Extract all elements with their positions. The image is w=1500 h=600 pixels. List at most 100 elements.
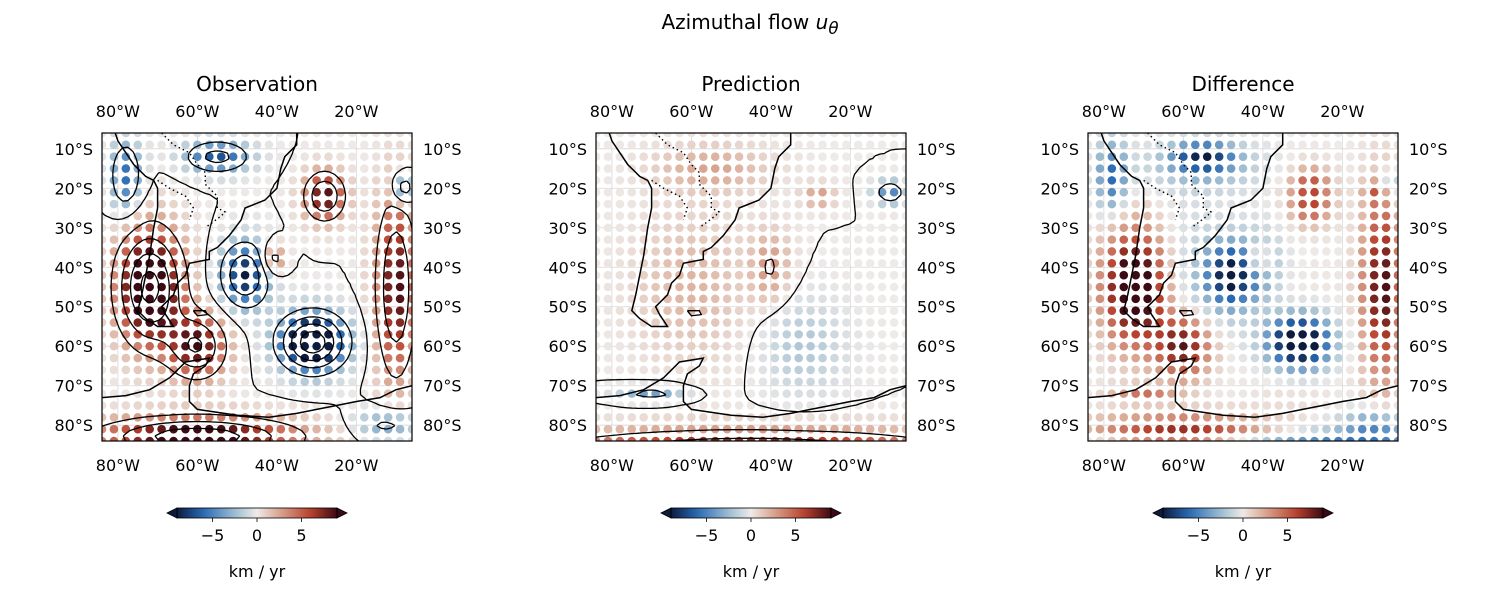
data-point bbox=[102, 294, 107, 304]
data-point bbox=[157, 164, 166, 173]
data-point bbox=[252, 140, 262, 150]
data-point bbox=[228, 223, 238, 233]
data-point bbox=[794, 152, 803, 161]
data-point bbox=[1369, 318, 1379, 327]
data-point bbox=[216, 259, 226, 268]
data-point bbox=[663, 164, 672, 173]
data-point bbox=[734, 377, 744, 387]
data-point bbox=[264, 176, 274, 185]
data-point bbox=[1119, 176, 1129, 185]
data-point bbox=[1357, 389, 1367, 398]
data-point bbox=[1088, 259, 1093, 268]
y-tick-label-right: 10°S bbox=[423, 140, 462, 159]
data-point bbox=[240, 294, 250, 304]
data-point bbox=[407, 389, 412, 398]
data-point bbox=[1393, 133, 1398, 138]
data-point bbox=[710, 164, 720, 173]
data-point bbox=[1167, 341, 1176, 351]
data-point bbox=[133, 377, 143, 387]
data-point bbox=[806, 318, 815, 327]
data-point bbox=[1238, 259, 1248, 268]
data-point bbox=[1095, 247, 1105, 256]
data-point bbox=[252, 176, 262, 185]
data-point bbox=[383, 294, 393, 304]
data-point bbox=[133, 282, 143, 292]
data-point bbox=[710, 259, 720, 268]
data-point bbox=[133, 270, 143, 280]
data-point bbox=[1286, 306, 1295, 315]
data-point bbox=[1346, 365, 1355, 375]
data-point bbox=[1322, 247, 1331, 256]
data-point bbox=[1262, 294, 1272, 304]
data-point bbox=[806, 211, 815, 221]
data-point bbox=[722, 294, 732, 304]
data-point bbox=[288, 259, 298, 268]
data-point bbox=[102, 223, 107, 233]
data-point bbox=[193, 424, 202, 434]
data-point bbox=[1274, 164, 1284, 173]
data-point bbox=[699, 413, 708, 422]
data-point bbox=[1214, 223, 1224, 233]
data-point bbox=[865, 330, 875, 339]
data-point bbox=[1334, 235, 1343, 244]
data-point bbox=[1310, 211, 1319, 221]
data-point bbox=[651, 199, 660, 209]
data-point bbox=[889, 353, 899, 363]
data-point bbox=[1214, 377, 1224, 387]
data-point bbox=[699, 211, 708, 221]
data-point bbox=[228, 152, 238, 161]
data-point bbox=[854, 211, 863, 221]
colorbar-extend-low bbox=[660, 507, 672, 519]
data-point bbox=[181, 133, 190, 138]
data-point bbox=[639, 413, 648, 422]
data-point bbox=[181, 306, 190, 315]
data-point bbox=[1131, 199, 1140, 209]
y-tick-label-right: 40°S bbox=[917, 258, 956, 277]
data-point bbox=[1202, 377, 1212, 387]
data-point bbox=[722, 270, 732, 280]
data-point bbox=[1286, 365, 1295, 375]
data-point bbox=[1286, 353, 1295, 363]
data-point bbox=[651, 424, 660, 434]
data-point bbox=[348, 199, 357, 209]
data-point bbox=[1393, 377, 1398, 387]
data-point bbox=[336, 211, 345, 221]
x-tick-label-bottom: 20°W bbox=[828, 456, 872, 475]
data-point bbox=[336, 270, 345, 280]
data-point bbox=[1310, 413, 1319, 422]
data-point bbox=[1088, 341, 1093, 351]
data-point bbox=[1088, 365, 1093, 375]
data-point bbox=[1310, 259, 1319, 268]
data-point bbox=[288, 282, 298, 292]
data-point bbox=[1131, 413, 1140, 422]
data-point bbox=[1131, 341, 1140, 351]
data-point bbox=[216, 247, 226, 256]
data-point bbox=[1334, 436, 1343, 441]
data-point bbox=[1346, 282, 1355, 292]
data-point bbox=[1191, 270, 1200, 280]
data-point bbox=[770, 389, 780, 398]
data-point bbox=[348, 140, 357, 150]
data-point bbox=[1179, 294, 1188, 304]
data-point bbox=[252, 211, 262, 221]
data-point bbox=[806, 247, 815, 256]
data-point bbox=[675, 223, 684, 233]
data-point bbox=[865, 424, 875, 434]
data-point bbox=[1369, 377, 1379, 387]
data-point bbox=[1214, 133, 1224, 138]
data-point bbox=[157, 140, 166, 150]
data-point bbox=[854, 389, 863, 398]
data-point bbox=[157, 318, 166, 327]
data-point bbox=[854, 436, 863, 441]
y-tick-label-right: 10°S bbox=[917, 140, 956, 159]
data-point bbox=[596, 247, 601, 256]
data-point bbox=[312, 389, 321, 398]
data-point bbox=[228, 318, 238, 327]
y-tick-label-left: 70°S bbox=[54, 377, 93, 396]
data-point bbox=[1274, 377, 1284, 387]
data-point bbox=[770, 282, 780, 292]
data-point bbox=[1298, 223, 1307, 233]
data-point bbox=[1381, 133, 1391, 138]
data-point bbox=[699, 259, 708, 268]
